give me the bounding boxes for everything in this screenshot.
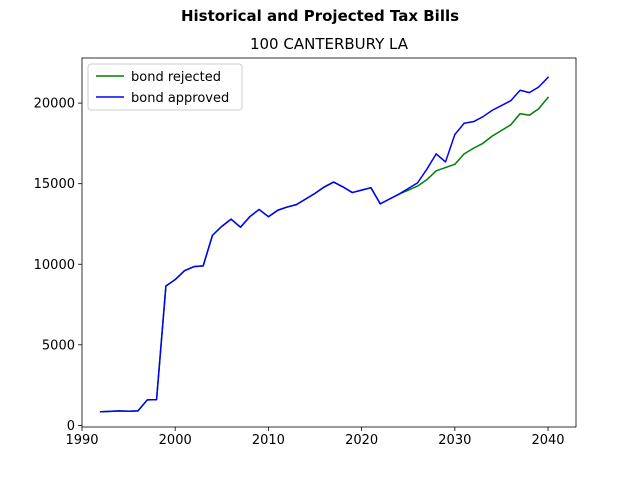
series-line-bond-approved bbox=[99, 76, 550, 413]
y-tick-label: 5000 bbox=[42, 338, 75, 353]
x-tick-label: 2020 bbox=[345, 433, 378, 448]
chart-subtitle: 100 CANTERBURY LA bbox=[249, 35, 409, 53]
legend-box bbox=[87, 63, 243, 111]
series-line-bond-rejected bbox=[99, 96, 550, 413]
x-tick-label: 2010 bbox=[252, 433, 285, 448]
y-tick-label: 20000 bbox=[34, 97, 75, 112]
x-tick-label: 2040 bbox=[531, 433, 564, 448]
y-tick-label: 0 bbox=[67, 419, 75, 434]
x-tick-label: 2000 bbox=[159, 433, 192, 448]
legend-label: bond rejected bbox=[131, 70, 221, 85]
legend-label: bond approved bbox=[131, 91, 229, 106]
plot-frame bbox=[81, 57, 577, 428]
y-tick-label: 10000 bbox=[34, 258, 75, 273]
x-tick-label: 1990 bbox=[65, 433, 98, 448]
chart-title: Historical and Projected Tax Bills bbox=[180, 7, 460, 25]
y-tick-label: 15000 bbox=[34, 177, 75, 192]
x-tick-label: 2030 bbox=[438, 433, 471, 448]
